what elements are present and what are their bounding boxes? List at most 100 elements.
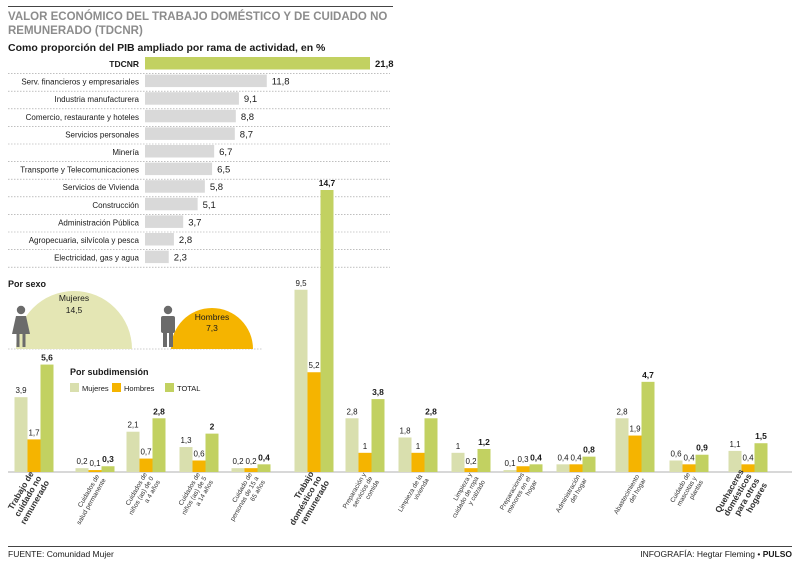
subdim-bar — [641, 381, 655, 472]
subdim-bar — [14, 397, 28, 472]
subdim-value: 0,2 — [245, 457, 257, 466]
subdim-value: 0,4 — [683, 453, 695, 462]
subdim-bar — [682, 464, 696, 472]
sector-value: 3,7 — [188, 217, 201, 228]
subdim-value: 2,8 — [616, 407, 628, 416]
sector-value: 8,8 — [241, 112, 254, 123]
sector-label: Electricidad, gas y agua — [54, 254, 139, 263]
legend-swatch — [70, 383, 79, 392]
mujeres-slice — [16, 291, 132, 349]
sector-bar — [145, 92, 239, 105]
subdim-category-label: Trabajodoméstico noremunerado — [279, 470, 331, 532]
sector-bar — [145, 127, 235, 140]
subdim-bar — [615, 418, 629, 472]
sector-label: Administración Pública — [58, 218, 139, 227]
subdim-value: 1 — [363, 442, 368, 451]
sector-bar — [145, 162, 213, 176]
sector-bar — [145, 145, 215, 158]
hombres-slice — [171, 308, 253, 349]
subdim-bar — [88, 470, 102, 472]
sector-label: Agropecuaria, silvícola y pesca — [29, 236, 140, 245]
subdim-bar — [516, 466, 530, 472]
subdim-value: 5,6 — [41, 353, 53, 363]
subdim-value: 1,8 — [399, 426, 411, 435]
subdim-bar — [75, 468, 89, 472]
sector-bar — [145, 109, 236, 123]
subdim-bar — [231, 468, 245, 472]
subdim-bar — [294, 289, 308, 472]
subdim-value: 0,4 — [258, 452, 270, 462]
subdim-value: 1 — [416, 442, 421, 451]
subdim-value: 0,7 — [140, 448, 152, 457]
subdim-category-label: Limpieza ycuidado de ropay calzado — [445, 471, 488, 523]
subdim-value: 2,8 — [153, 406, 165, 416]
subdim-value: 3,9 — [15, 386, 27, 395]
subdim-bar — [192, 460, 206, 472]
sector-value: 6,7 — [219, 147, 232, 158]
hombres-value: 7,3 — [206, 323, 218, 333]
subdim-bar — [411, 452, 425, 472]
sector-bar-chart: TDCNR 21,8 Serv. financieros y empresarial… — [8, 57, 394, 268]
sector-label: Comercio, restaurante y hoteles — [26, 113, 139, 122]
sector-value: 2,8 — [179, 235, 192, 246]
mujeres-label: Mujeres — [59, 293, 89, 303]
subdim-bar — [126, 431, 140, 472]
subdimension-bar-chart: Por subdimensión Mujeres Hombres TOTAL 3,9 1,… — [2, 178, 792, 532]
subdim-category-label: Cuidados desalud permanente — [69, 473, 108, 526]
subdim-category-label: Preparacionesmenores en elhogar — [499, 471, 539, 519]
subdim-value: 0,2 — [76, 457, 88, 466]
subdim-value: 0,8 — [583, 445, 595, 455]
subdim-value: 2,8 — [425, 406, 437, 416]
subdim-value: 0,1 — [89, 459, 101, 468]
subdim-value: 0,9 — [696, 443, 708, 453]
subdim-category-label: Cuidado depersonas de 15 a65 años — [223, 471, 268, 526]
subdim-bar — [669, 460, 683, 472]
sector-bar — [145, 180, 205, 193]
subdim-bar — [345, 418, 359, 472]
sector-bar — [145, 197, 198, 211]
hombres-label: Hombres — [195, 312, 229, 322]
credit-prefix: INFOGRAFÍA: Hegtar Fleming • — [640, 549, 763, 559]
subdim-value: 2 — [210, 422, 215, 432]
chart-title: VALOR ECONÓMICO DEL TRABAJO DOMÉSTICO Y … — [8, 11, 388, 37]
subdim-category-label: Administracióndel hogar — [555, 473, 589, 518]
subdim-value: 0,2 — [465, 457, 477, 466]
subdim-value: 0,4 — [570, 453, 582, 462]
subdim-category-label: Trabajo decuidado noremunerado — [2, 469, 51, 526]
sector-label: Industria manufacturera — [55, 95, 140, 104]
sector-value: 21,8 — [375, 59, 394, 70]
subdim-value: 1,1 — [729, 440, 741, 449]
man-icon — [161, 305, 175, 347]
subdim-bar — [307, 372, 321, 472]
subdim-value: 0,4 — [530, 452, 542, 462]
subdim-value: 14,7 — [319, 178, 336, 188]
subdim-value: 4,7 — [642, 370, 654, 380]
subdim-category-label: Limpieza de lavivienda — [397, 473, 431, 517]
subdim-bar — [529, 464, 543, 472]
subdim-bar — [569, 464, 583, 472]
sector-value: 6,5 — [217, 165, 230, 176]
sector-label: Minería — [112, 148, 139, 157]
subdim-bar — [582, 456, 596, 472]
footer-rule — [8, 546, 792, 547]
subdim-bar — [556, 464, 570, 472]
subdim-bar — [728, 450, 742, 472]
sector-label: Servicios personales — [65, 130, 139, 139]
subdim-bar — [40, 364, 54, 472]
subdim-bar — [205, 433, 219, 472]
subdim-bar — [451, 452, 465, 472]
sector-bar — [145, 74, 267, 88]
subdim-value: 2,1 — [127, 421, 139, 430]
subdim-bar — [244, 468, 258, 472]
sexo-title: Por sexo — [8, 279, 47, 289]
sector-value: 5,8 — [210, 182, 223, 193]
credit-brand: PULSO — [762, 549, 792, 559]
sector-label: Transporte y Telecomunicaciones — [20, 166, 139, 175]
subdim-bar — [424, 418, 438, 472]
subdim-value: 5,2 — [308, 361, 320, 370]
subdim-value: 1,9 — [629, 425, 641, 434]
subdim-bar — [695, 454, 709, 472]
subdim-value: 2,8 — [346, 407, 358, 416]
legend-label: Mujeres — [82, 384, 109, 393]
